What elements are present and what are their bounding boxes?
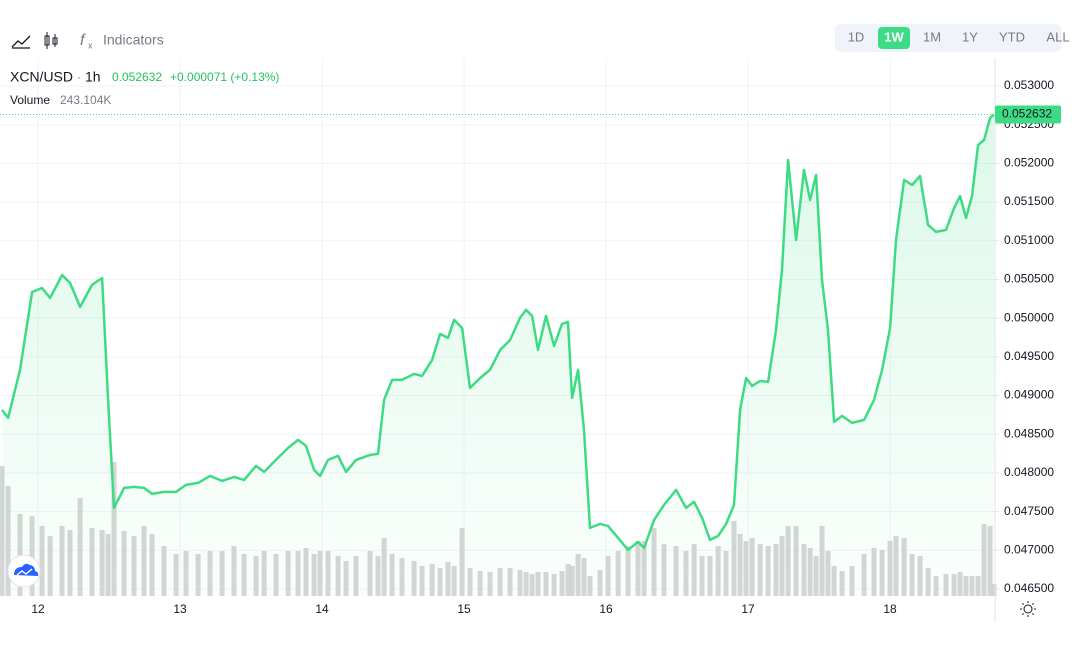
y-tick-label: 0.053000 [1004,78,1054,92]
y-tick-label: 0.051000 [1004,233,1054,247]
y-tick-label: 0.047000 [1004,542,1054,556]
y-tick-label: 0.046500 [1004,581,1054,595]
volume-bar [991,583,997,596]
x-tick-label: 15 [457,602,471,616]
x-tick-label: 16 [599,602,613,616]
y-tick-label: 0.048000 [1004,465,1054,479]
x-tick-label: 12 [31,602,45,616]
y-tick-label: 0.050000 [1004,310,1054,324]
range-button[interactable]: 1Y [962,29,978,44]
fx-icon[interactable]: f [80,32,86,49]
logo[interactable] [7,554,41,588]
range-button[interactable]: 1W [884,29,904,44]
price-tag-label: 0.052632 [1002,107,1052,121]
candle-icon[interactable] [44,32,58,49]
price-line [1,113,995,552]
volume-value: 243.104K [60,93,111,107]
x-tick-label: 17 [741,602,755,616]
y-tick-label: 0.050500 [1004,272,1054,286]
range-button[interactable]: 1M [923,29,941,44]
y-tick-label: 0.047500 [1004,504,1054,518]
symbol: XCN/USD [10,69,73,85]
range-active-bg [878,27,910,49]
fx-icon-sub: x [88,40,93,50]
last-price: 0.052632 [112,70,162,84]
range-bar [835,24,1061,52]
x-tick-label: 14 [315,602,329,616]
range-button[interactable]: YTD [999,29,1025,44]
y-tick-label: 0.052000 [1004,156,1054,170]
time-axis: 12 13 14 15 16 17 18 [31,602,897,616]
y-tick-label: 0.049000 [1004,388,1054,402]
chart-type-icon[interactable] [11,35,31,49]
price-tag [995,105,1061,124]
x-tick-label: 18 [883,602,897,616]
range-buttons: 1D 1W 1M 1Y YTD ALL [848,27,1070,49]
y-tick-label: 0.049500 [1004,349,1054,363]
price-change: +0.000071 (+0.13%) [170,70,279,84]
y-tick-label: 0.048500 [1004,426,1054,440]
settings-icon[interactable] [1020,601,1036,617]
price-axis: 0.0530000.0525000.0520000.0515000.051000… [995,78,1054,595]
volume-legend: Volume [10,93,50,107]
indicators-button[interactable]: Indicators [103,32,164,48]
y-tick-label: 0.051500 [1004,194,1054,208]
plot [0,113,995,596]
range-button[interactable]: ALL [1046,29,1069,44]
range-button[interactable]: 1D [848,29,865,44]
separator: · [77,70,81,84]
interval: 1h [85,69,101,85]
x-tick-label: 13 [173,602,187,616]
